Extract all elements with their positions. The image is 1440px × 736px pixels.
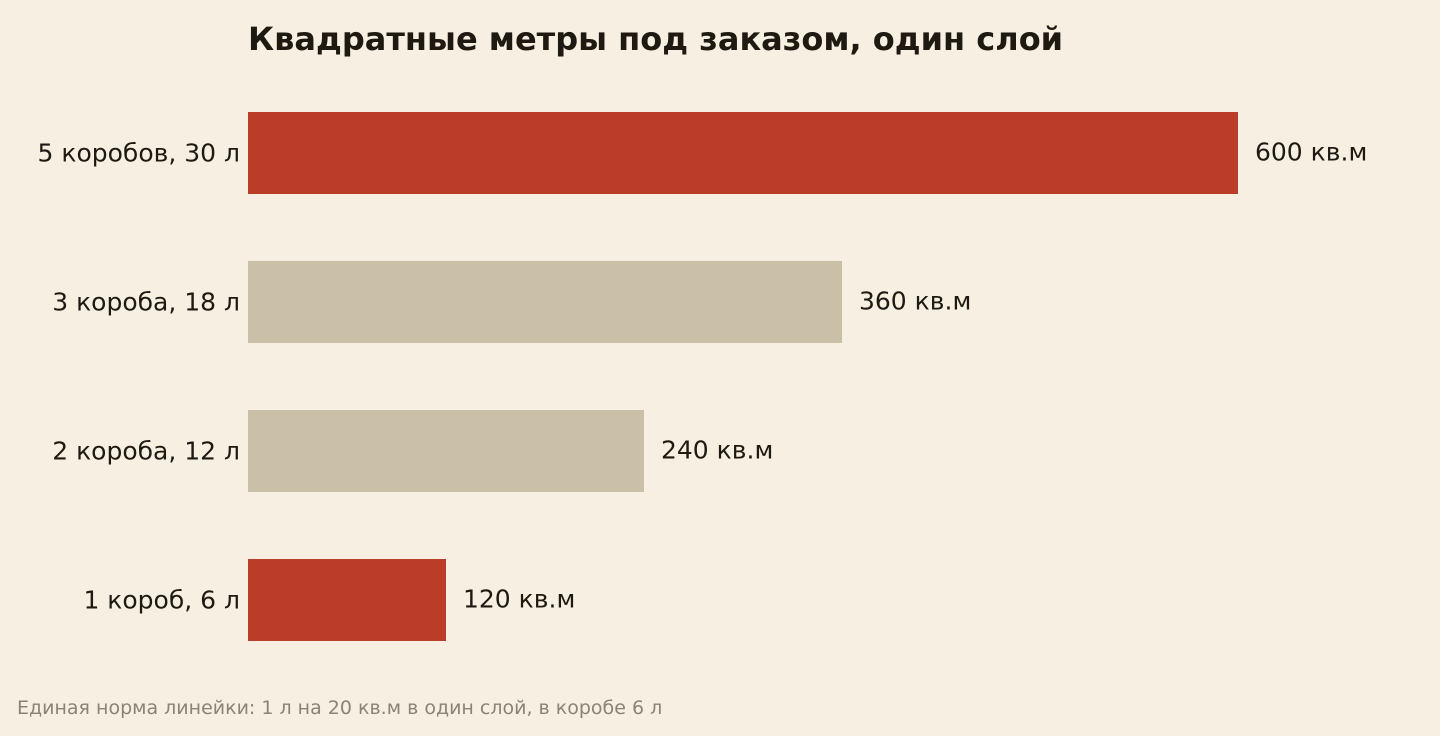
chart-footnote: Единая норма линейки: 1 л на 20 кв.м в о… xyxy=(17,697,662,719)
bar xyxy=(248,410,644,492)
value-label: 600 кв.м xyxy=(1255,138,1367,167)
category-label: 2 короба, 12 л xyxy=(52,437,240,466)
category-label: 1 короб, 6 л xyxy=(83,586,240,615)
value-label: 240 кв.м xyxy=(661,436,773,465)
value-label: 120 кв.м xyxy=(463,585,575,614)
bars-group: 5 коробов, 30 л 600 кв.м 3 короба, 18 л 360… xyxy=(38,112,1367,641)
category-label: 5 коробов, 30 л xyxy=(38,139,241,168)
value-label: 360 кв.м xyxy=(859,287,971,316)
category-label: 3 короба, 18 л xyxy=(52,288,240,317)
bar xyxy=(248,559,446,641)
bar xyxy=(248,112,1238,194)
bar xyxy=(248,261,842,343)
chart-title: Квадратные метры под заказом, один слой xyxy=(248,20,1063,58)
